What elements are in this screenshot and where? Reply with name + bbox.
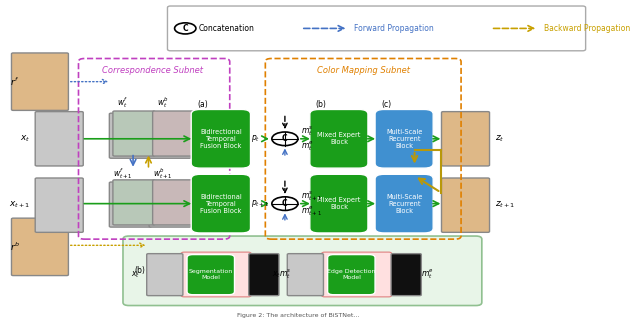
FancyBboxPatch shape	[149, 182, 191, 227]
Circle shape	[272, 197, 298, 211]
Text: C: C	[282, 199, 288, 208]
Text: $r^b$: $r^b$	[10, 241, 20, 253]
Text: $m_{t+1}^e$: $m_{t+1}^e$	[301, 204, 322, 218]
Text: (b): (b)	[135, 265, 146, 275]
FancyBboxPatch shape	[35, 178, 83, 232]
FancyBboxPatch shape	[187, 255, 234, 295]
FancyBboxPatch shape	[191, 174, 250, 233]
FancyBboxPatch shape	[181, 252, 251, 297]
FancyBboxPatch shape	[287, 254, 323, 296]
FancyBboxPatch shape	[12, 53, 68, 110]
Text: Color Mapping Subnet: Color Mapping Subnet	[317, 66, 410, 75]
FancyBboxPatch shape	[113, 111, 155, 156]
FancyBboxPatch shape	[35, 112, 83, 166]
Text: Bidirectional
Temporal
Fusion Block: Bidirectional Temporal Fusion Block	[200, 194, 242, 214]
FancyBboxPatch shape	[109, 182, 152, 227]
Text: Multi-Scale
Recurrent
Block: Multi-Scale Recurrent Block	[386, 129, 422, 149]
Text: $x_t$: $x_t$	[131, 270, 140, 280]
Text: Mixed Expert
Block: Mixed Expert Block	[317, 197, 360, 210]
Text: $r^f$: $r^f$	[10, 76, 20, 88]
FancyBboxPatch shape	[191, 109, 250, 168]
FancyBboxPatch shape	[375, 174, 433, 233]
FancyBboxPatch shape	[375, 109, 433, 168]
Text: $w_t^f$: $w_t^f$	[117, 95, 129, 110]
Text: $z_t$: $z_t$	[495, 134, 504, 144]
Text: $m_{t+1}^s$: $m_{t+1}^s$	[301, 189, 322, 203]
Text: $p_t$: $p_t$	[250, 133, 260, 144]
FancyBboxPatch shape	[113, 180, 155, 225]
Text: $m_t^s$: $m_t^s$	[301, 124, 314, 138]
FancyBboxPatch shape	[109, 113, 152, 158]
FancyBboxPatch shape	[152, 180, 195, 225]
Text: Multi-Scale
Recurrent
Block: Multi-Scale Recurrent Block	[386, 194, 422, 214]
Text: (a): (a)	[197, 100, 208, 109]
Text: Concatenation: Concatenation	[199, 24, 255, 33]
Text: $x_t$: $x_t$	[272, 270, 281, 280]
FancyBboxPatch shape	[168, 6, 586, 51]
Text: Edge Detection
Model: Edge Detection Model	[327, 269, 376, 280]
FancyBboxPatch shape	[328, 255, 375, 295]
Text: C: C	[282, 134, 288, 143]
Text: $w_{t+1}^f$: $w_{t+1}^f$	[113, 166, 133, 181]
Text: Segmentation
Model: Segmentation Model	[189, 269, 233, 280]
Text: Bidirectional
Temporal
Fusion Block: Bidirectional Temporal Fusion Block	[200, 129, 242, 149]
Text: $z_{t+1}$: $z_{t+1}$	[495, 200, 515, 211]
Text: Figure 2: The architecture of BiSTNet...: Figure 2: The architecture of BiSTNet...	[237, 313, 359, 318]
Text: C: C	[182, 24, 188, 33]
FancyBboxPatch shape	[442, 178, 490, 232]
Text: $m_t^s$: $m_t^s$	[279, 268, 291, 281]
Circle shape	[272, 132, 298, 145]
Text: $p_{t+1}$: $p_{t+1}$	[250, 198, 269, 209]
FancyBboxPatch shape	[391, 254, 421, 296]
FancyBboxPatch shape	[310, 174, 368, 233]
FancyBboxPatch shape	[249, 254, 279, 296]
Text: (b): (b)	[316, 100, 326, 109]
Text: Forward Propagation: Forward Propagation	[355, 24, 434, 33]
Text: Backward Propagation: Backward Propagation	[544, 24, 630, 33]
FancyBboxPatch shape	[322, 252, 392, 297]
Text: (c): (c)	[381, 100, 391, 109]
FancyBboxPatch shape	[149, 113, 191, 158]
Text: $m_t^e$: $m_t^e$	[301, 140, 314, 153]
FancyBboxPatch shape	[147, 254, 183, 296]
Text: $w_t^b$: $w_t^b$	[157, 95, 168, 110]
Text: $x_t$: $x_t$	[20, 134, 30, 144]
FancyBboxPatch shape	[442, 112, 490, 166]
FancyBboxPatch shape	[152, 111, 195, 156]
FancyBboxPatch shape	[310, 109, 368, 168]
Text: Mixed Expert
Block: Mixed Expert Block	[317, 132, 360, 145]
Text: $x_{t+1}$: $x_{t+1}$	[8, 200, 30, 211]
FancyBboxPatch shape	[123, 236, 482, 306]
Text: Correspondence Subnet: Correspondence Subnet	[102, 66, 203, 75]
Text: $m_t^e$: $m_t^e$	[421, 268, 434, 281]
Text: $w_{t+1}^b$: $w_{t+1}^b$	[153, 166, 173, 181]
FancyBboxPatch shape	[12, 218, 68, 276]
